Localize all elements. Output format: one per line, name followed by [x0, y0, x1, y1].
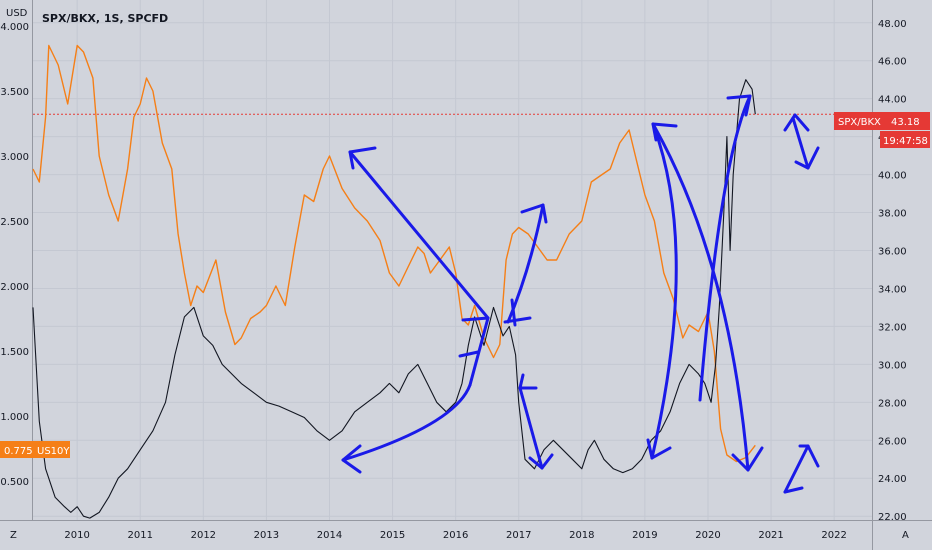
marks-2016b — [503, 298, 532, 327]
x-tick-label: 2014 — [317, 530, 342, 541]
marks-2016 — [458, 316, 490, 387]
left-tick-label: 1.500 — [0, 347, 29, 358]
left-tick-label: 2.000 — [0, 282, 29, 293]
left-corner-label[interactable]: Z — [10, 530, 17, 541]
left-tick-label: 3.500 — [0, 87, 29, 98]
ratio-badge-value: 43.18 — [891, 117, 920, 128]
right-tick-label: 38.00 — [878, 209, 907, 220]
chart-title: SPX/BKX, 1S, SPCFD — [42, 12, 168, 25]
right-tick-label: 24.00 — [878, 474, 907, 485]
right-tick-label: 28.00 — [878, 398, 907, 409]
right-tick-label: 26.00 — [878, 436, 907, 447]
left-tick-label: 1.000 — [0, 412, 29, 423]
arrowhead-2016-up — [520, 203, 548, 224]
arrow-2018-curve — [650, 122, 678, 460]
x-tick-label: 2020 — [695, 530, 720, 541]
right-tick-label: 48.00 — [878, 19, 907, 30]
x-tick-label: 2017 — [506, 530, 531, 541]
left-tick-label: 0.500 — [0, 477, 29, 488]
arrow-curve-2014 — [341, 383, 472, 462]
x-tick-label: 2022 — [821, 530, 846, 541]
left-axis-unit: USD — [6, 8, 28, 19]
arrow-2021-bottom — [783, 444, 810, 494]
ratio-badge-box — [834, 112, 930, 130]
arrowheads-2017 — [518, 373, 554, 470]
yield-badge-box — [0, 441, 70, 458]
countdown-badge-box — [880, 131, 930, 148]
right-corner-label[interactable]: A — [902, 530, 909, 541]
x-tick-label: 2010 — [64, 530, 89, 541]
price-badges: SPX/BKX 43.18 19:47:58 0.775 US10Y — [0, 112, 930, 458]
x-tick-label: 2015 — [380, 530, 405, 541]
right-tick-label: 32.00 — [878, 322, 907, 333]
arrowhead-2014-low — [341, 444, 362, 474]
arrow-2019-up — [698, 94, 752, 402]
hand-drawn-annotations — [341, 94, 820, 494]
x-tick-label: 2013 — [254, 530, 279, 541]
right-tick-label: 34.00 — [878, 284, 907, 295]
left-tick-label: 2.500 — [0, 217, 29, 228]
right-tick-label: 30.00 — [878, 360, 907, 371]
left-tick-label: 4.000 — [0, 22, 29, 33]
right-tick-label: 44.00 — [878, 95, 907, 106]
arrow-line-2014-high — [348, 150, 490, 320]
arrowheads-2021-bottom — [783, 444, 820, 494]
arrow-2018-down — [651, 122, 750, 472]
x-tick-label: 2019 — [632, 530, 657, 541]
spx-bkx-series-line — [32, 79, 756, 519]
arrowhead-2014-high — [348, 146, 377, 170]
arrowhead-2018-low — [646, 438, 672, 460]
right-tick-label: 36.00 — [878, 247, 907, 258]
arrowhead-2020-low — [731, 446, 764, 472]
right-tick-label: 40.00 — [878, 171, 907, 182]
x-tick-label: 2018 — [569, 530, 594, 541]
yield-badge-label: US10Y — [37, 446, 70, 457]
right-tick-label: 46.00 — [878, 57, 907, 68]
x-tick-label: 2021 — [758, 530, 783, 541]
arrowhead-2020-high — [726, 94, 752, 117]
right-tick-label: 22.00 — [878, 512, 907, 523]
axis-ticks: 2010 2011 2012 2013 2014 2015 2016 2017 2018 2019… — [0, 19, 906, 541]
arrow-2017-down — [518, 386, 544, 470]
yield-badge-value: 0.775 — [4, 446, 33, 457]
series-lines — [32, 44, 872, 519]
x-tick-label: 2016 — [443, 530, 468, 541]
ratio-badge-label: SPX/BKX — [838, 117, 881, 128]
x-tick-label: 2011 — [128, 530, 153, 541]
left-tick-label: 3.000 — [0, 152, 29, 163]
arrowheads-2021-top — [783, 113, 820, 170]
countdown-badge-value: 19:47:58 — [883, 136, 928, 147]
arrow-2021-top — [791, 116, 810, 170]
x-tick-label: 2012 — [191, 530, 216, 541]
us10y-series-line — [32, 44, 756, 463]
